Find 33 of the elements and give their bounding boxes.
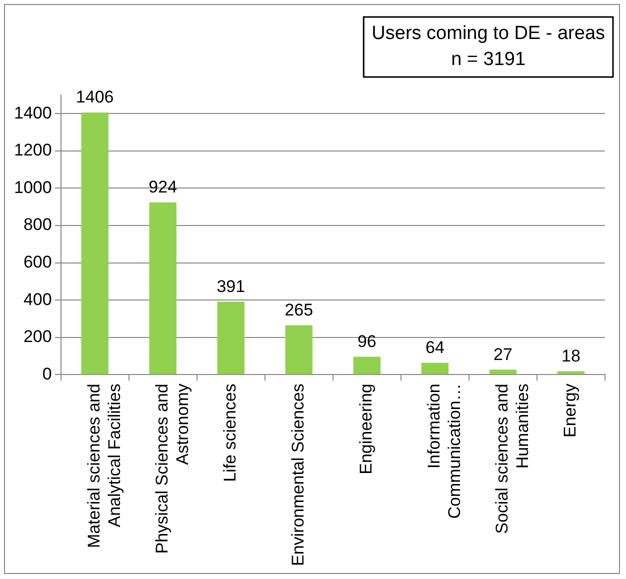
- data-label: 1406: [76, 88, 114, 107]
- data-label: 391: [216, 276, 246, 296]
- x-tick-label: Life sciences: [220, 384, 240, 482]
- x-tick-label: Material sciences and Analytical Facilities: [84, 384, 124, 548]
- x-tick-label: Social sciences and Humanities: [492, 384, 532, 534]
- bar: [285, 325, 313, 374]
- bar: [489, 370, 517, 374]
- y-tick-label: 400: [23, 290, 52, 309]
- y-tick-label: 1200: [14, 140, 52, 160]
- x-tick-label: Physical Sciences and Astronomy: [152, 383, 192, 554]
- x-tick-label: Information Communication…: [424, 384, 464, 519]
- y-tick-label: 200: [23, 327, 52, 346]
- bar: [353, 356, 381, 374]
- bar: [217, 302, 244, 374]
- x-tick-label: Energy: [560, 383, 580, 438]
- data-label: 27: [494, 344, 512, 364]
- y-tick-label: 800: [23, 215, 52, 234]
- chart-title: Users coming to DE - areas: [372, 23, 606, 44]
- y-tick-label: 1000: [14, 178, 52, 197]
- bar: [421, 362, 449, 374]
- data-label: 96: [357, 332, 376, 351]
- x-tick-label: Environmental Sciences: [288, 384, 308, 566]
- y-tick-label: 600: [23, 252, 52, 272]
- chart-subtitle: n = 3191: [451, 49, 526, 70]
- data-label: 924: [148, 178, 178, 197]
- data-label: 18: [562, 346, 580, 366]
- bar: [81, 112, 108, 374]
- data-label: 265: [284, 300, 314, 320]
- y-tick-label: 0: [42, 364, 52, 384]
- data-label: 64: [425, 338, 444, 357]
- x-tick-label: Engineering: [356, 384, 376, 474]
- bar: [149, 202, 176, 374]
- y-tick-label: 1400: [14, 103, 52, 122]
